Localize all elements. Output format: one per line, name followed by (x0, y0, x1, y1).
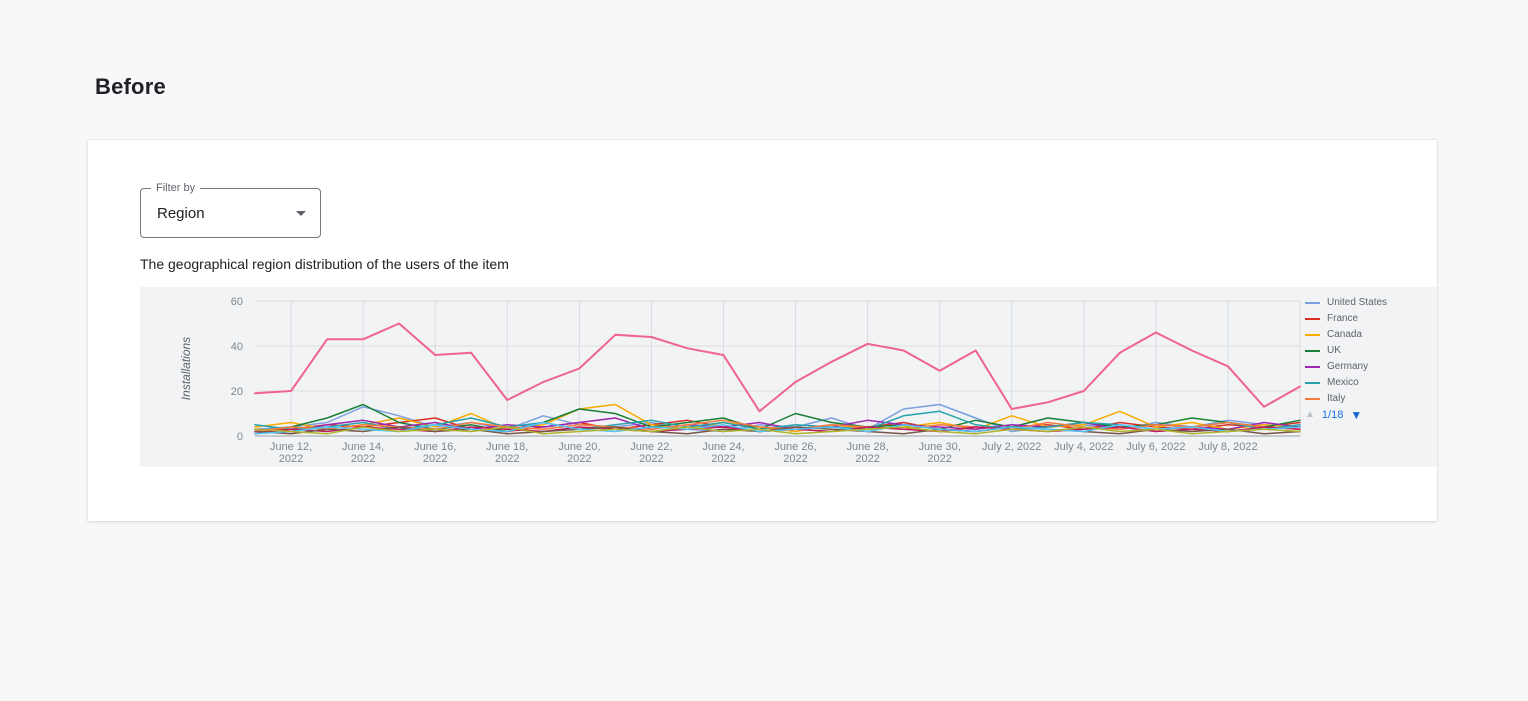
filter-by-value: Region (157, 204, 205, 222)
x-tick-label: June 20, 2022 (558, 441, 600, 465)
x-tick-label: July 6, 2022 (1126, 441, 1185, 453)
legend-page-up-icon[interactable]: ▲ (1305, 409, 1315, 420)
chart-legend: United States France Canada UK Germany Mexico… (1305, 297, 1423, 421)
x-tick-label: July 2, 2022 (982, 441, 1041, 453)
legend-label: UK (1327, 345, 1341, 356)
x-tick-label: July 8, 2022 (1198, 441, 1257, 453)
legend-label: France (1327, 313, 1359, 324)
legend-pagination: ▲ 1/18 ▼ (1305, 409, 1423, 421)
x-tick-label: June 28, 2022 (846, 441, 888, 465)
legend-swatch (1305, 365, 1320, 368)
page-title: Before (95, 74, 166, 99)
legend-label: Canada (1327, 329, 1363, 340)
x-tick-label: June 24, 2022 (702, 441, 744, 465)
chevron-down-icon (296, 210, 306, 216)
legend-page-indicator: 1/18 (1321, 409, 1344, 421)
chart-panel: 0 20 40 60 June 12, 2022 June 14, 2022 June 16, 2… (140, 287, 1437, 467)
legend-item[interactable]: France (1305, 313, 1423, 324)
series-line (254, 426, 1301, 435)
legend-item[interactable]: UK (1305, 345, 1423, 356)
x-tick-label: June 30, 2022 (919, 441, 961, 465)
series-line (254, 426, 1301, 435)
y-tick-label: 0 (237, 431, 243, 443)
chart-description: The geographical region distribution of … (140, 256, 509, 272)
y-tick-label: 60 (231, 296, 243, 308)
y-tick-label: 40 (231, 341, 243, 353)
x-tick-label: June 14, 2022 (342, 441, 384, 465)
series-line (254, 322, 1301, 413)
legend-item[interactable]: United States (1305, 297, 1423, 308)
x-tick-label: June 26, 2022 (774, 441, 816, 465)
legend-item[interactable]: Italy (1305, 393, 1423, 404)
legend-page-down-icon[interactable]: ▼ (1350, 408, 1363, 422)
legend-item[interactable]: Mexico (1305, 377, 1423, 388)
legend-swatch (1305, 317, 1320, 320)
x-tick-label: July 4, 2022 (1054, 441, 1113, 453)
legend-item[interactable]: Germany (1305, 361, 1423, 372)
card: Filter by Region The geographical region… (88, 140, 1437, 521)
y-tick-label: 20 (231, 386, 243, 398)
legend-label: Italy (1327, 393, 1346, 404)
legend-swatch (1305, 381, 1320, 384)
series-line (254, 421, 1301, 435)
legend-swatch (1305, 397, 1320, 400)
x-tick-label: June 18, 2022 (486, 441, 528, 465)
legend-items: United States France Canada UK Germany Mexico… (1305, 297, 1423, 404)
x-tick-label: June 16, 2022 (414, 441, 456, 465)
y-axis-title: Installations (179, 337, 193, 400)
line-chart: 0 20 40 60 June 12, 2022 June 14, 2022 June 16, 2… (179, 296, 1301, 465)
legend-label: United States (1327, 297, 1388, 308)
filter-by-label: Filter by (151, 182, 201, 195)
legend-swatch (1305, 349, 1320, 352)
legend-label: Mexico (1327, 377, 1359, 388)
filter-by-select[interactable]: Filter by Region (140, 182, 321, 238)
x-tick-label: June 12, 2022 (270, 441, 312, 465)
legend-swatch (1305, 333, 1320, 336)
legend-label: Germany (1327, 361, 1369, 372)
x-tick-label: June 22, 2022 (630, 441, 672, 465)
legend-item[interactable]: Canada (1305, 329, 1423, 340)
legend-swatch (1305, 301, 1320, 304)
